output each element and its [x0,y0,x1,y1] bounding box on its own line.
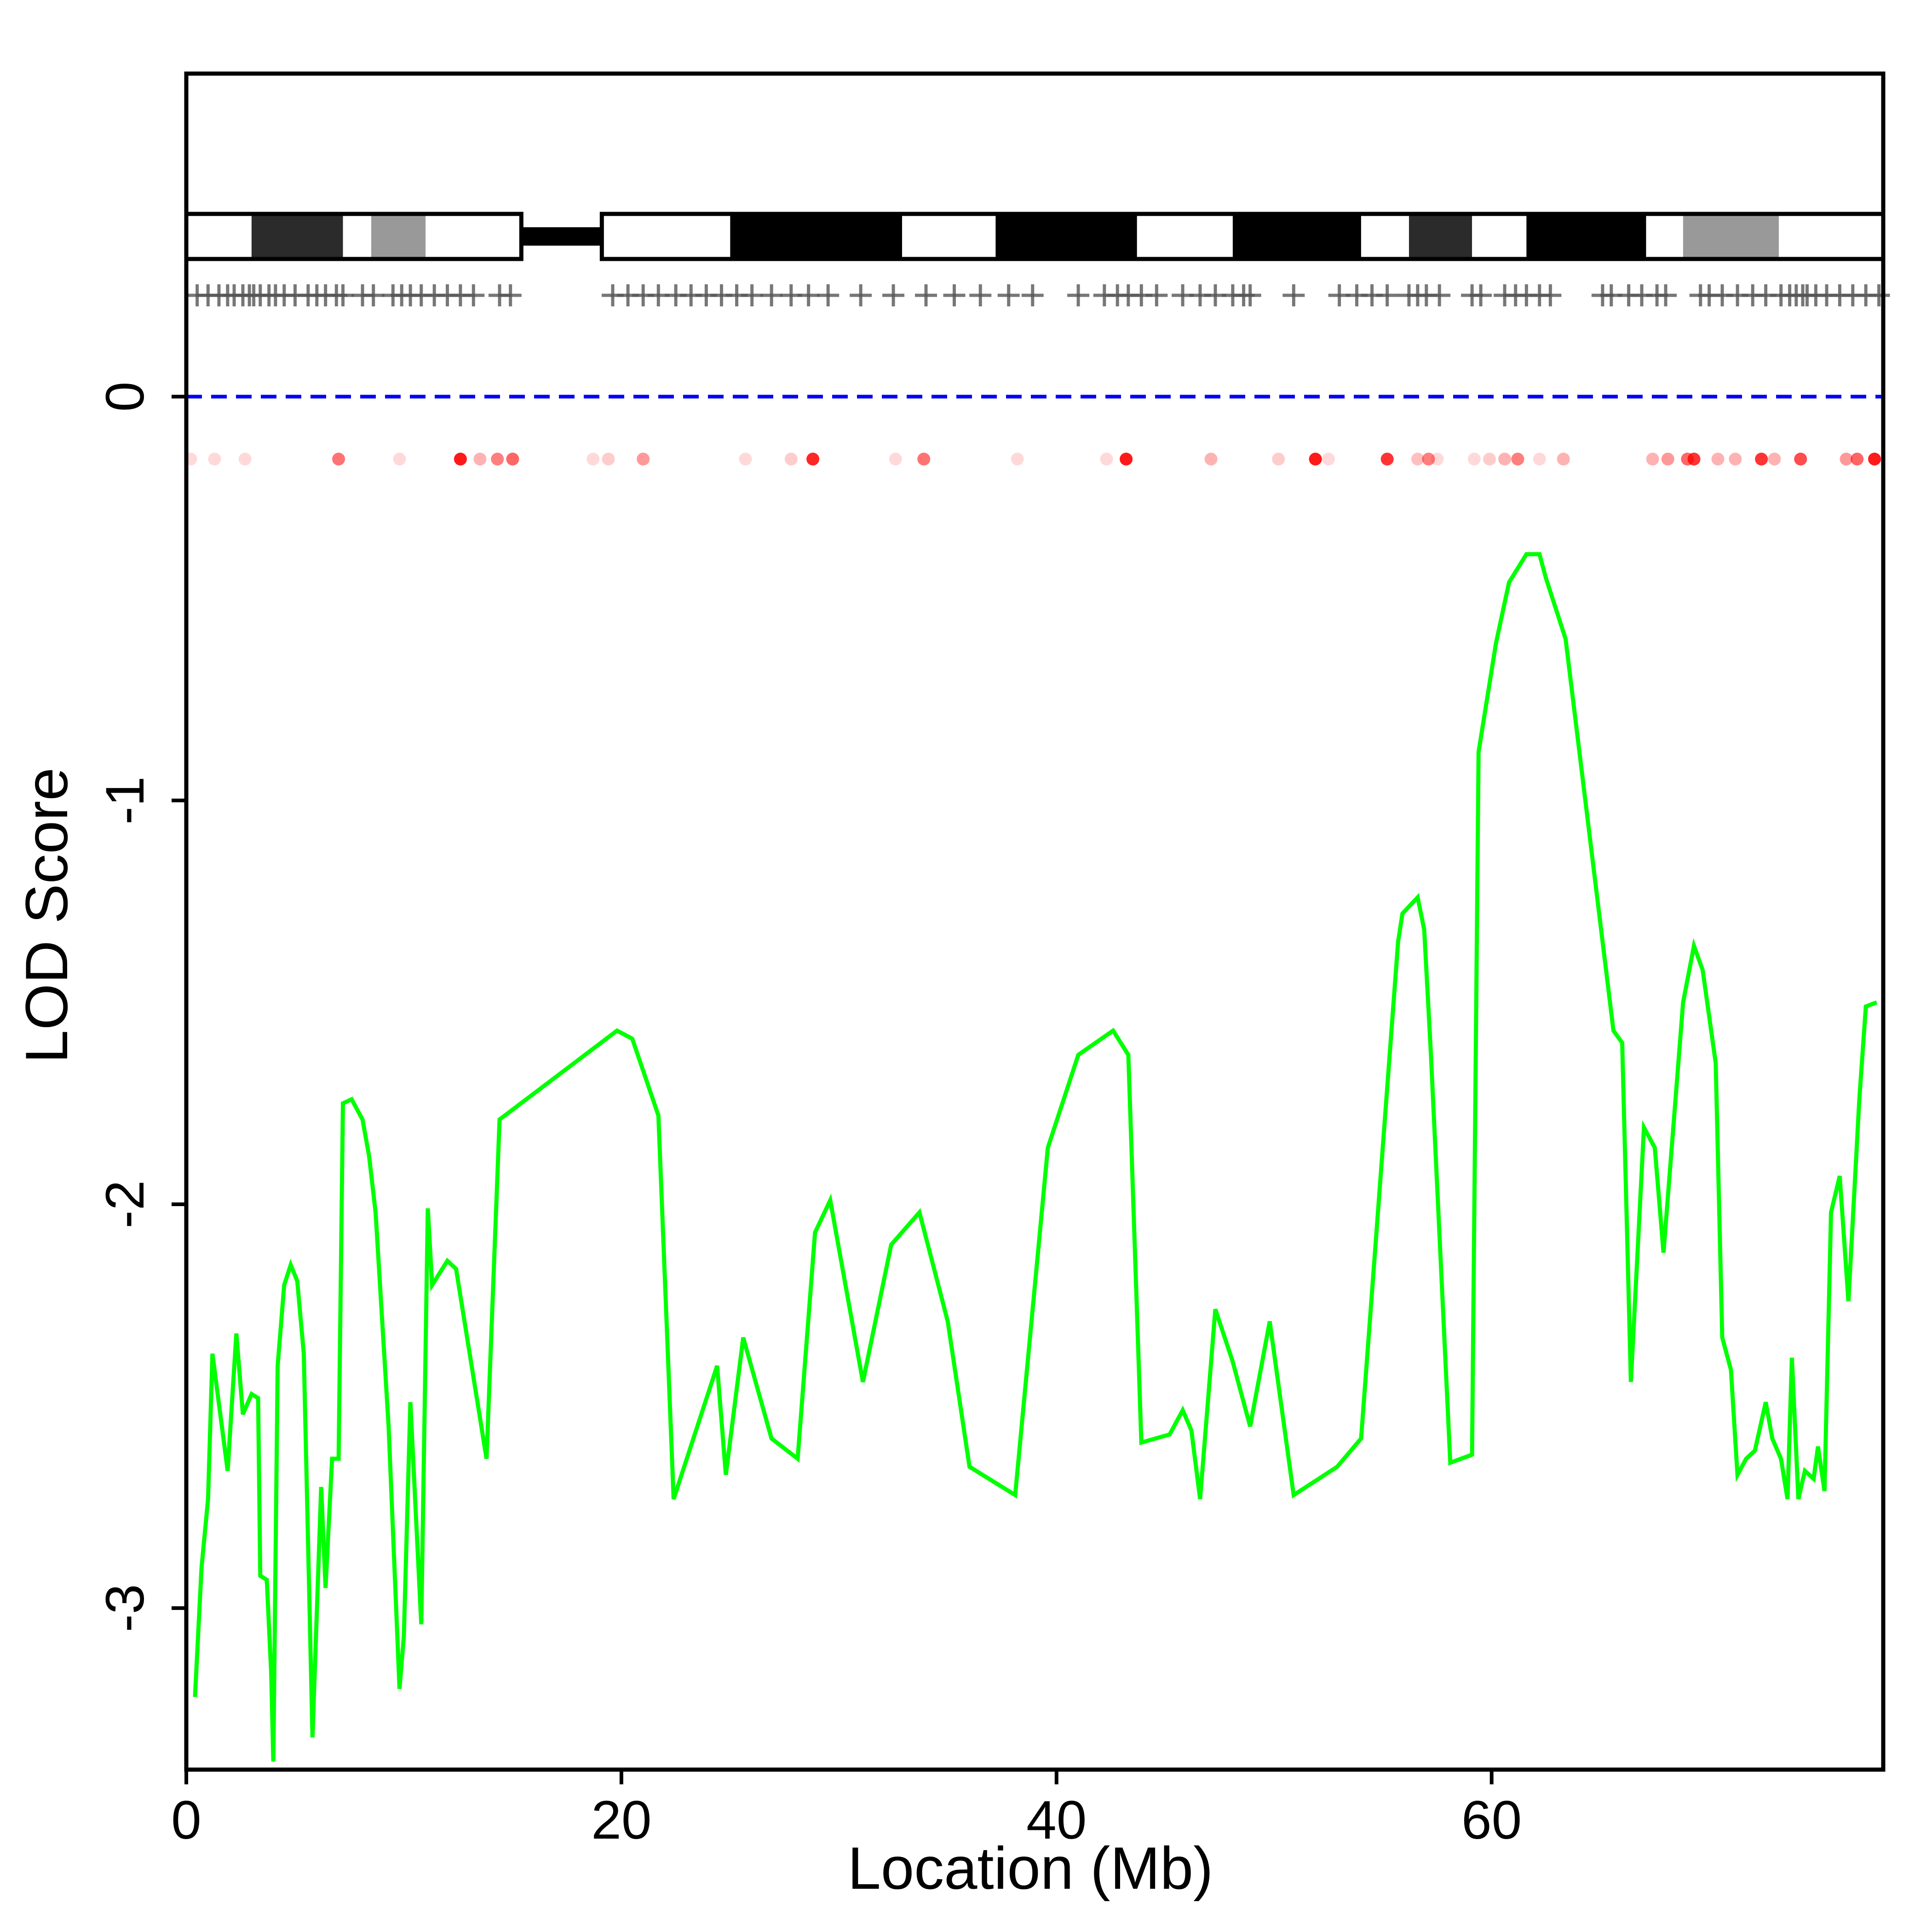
x-tick-label: 40 [1026,1790,1087,1851]
centromere-gap [521,227,602,246]
marker-dot [1661,453,1674,466]
x-axis-label: Location (Mb) [848,1834,1213,1902]
ideogram-band [1526,214,1646,259]
ideogram-band [730,214,903,259]
ideogram-band [1409,214,1472,259]
marker-dot [1120,453,1133,466]
ideogram-band [1683,214,1779,259]
ideogram-band [343,214,372,259]
y-tick-label: -1 [95,776,155,825]
ideogram-band [602,214,730,259]
marker-dot [1755,453,1768,466]
marker-dot [602,453,615,466]
marker-dot [491,453,504,466]
x-tick-label: 60 [1461,1790,1522,1851]
marker-dot [1309,453,1322,466]
y-axis: 0 -1 -2 -3 [95,381,186,1632]
ideogram-band [426,214,522,259]
chromosome-ideogram [184,212,1886,261]
marker-dot [1646,453,1659,466]
ideogram-band [1472,214,1527,259]
marker-dot [637,453,650,466]
x-axis: 0 20 40 60 [171,1770,1522,1851]
marker-dot [1272,453,1285,466]
y-tick-label: -3 [95,1584,155,1632]
marker-dot [586,453,600,466]
marker-dot [1431,453,1444,466]
ideogram-band [902,214,996,259]
marker-dot [1511,453,1524,466]
marker-dot [1768,453,1781,466]
plot-frame [184,71,1886,1772]
marker-dot [1794,453,1807,466]
marker-dot [917,453,931,466]
marker-dot [1498,453,1512,466]
marker-dot [506,453,519,466]
ideogram-band [1778,214,1883,259]
marker-dot [784,453,798,466]
marker-dot [739,453,752,466]
marker-dot [238,453,252,466]
ideogram-band [1646,214,1683,259]
marker-dot [332,453,345,466]
marker-dot [1011,453,1024,466]
ideogram-band [1232,214,1361,259]
marker-dot [1687,453,1701,466]
marker-dot [1483,453,1496,466]
ideogram-band [371,214,426,259]
marker-dot [1100,453,1113,466]
y-tick-label: -2 [95,1180,155,1229]
marker-dot [208,453,221,466]
marker-dots [184,453,1881,466]
marker-dot [473,453,487,466]
marker-dot [1467,453,1481,466]
marker-dot [1533,453,1546,466]
marker-ticks [186,284,1890,306]
marker-dot [1322,453,1335,466]
ideogram-band [1137,214,1233,259]
lod-score-line [193,552,1878,1762]
marker-dot [1411,453,1424,466]
x-tick-label: 0 [171,1790,201,1851]
ideogram-band [995,214,1137,259]
ideogram-band [251,214,343,259]
ideogram-band [1361,214,1409,259]
marker-dot [1204,453,1218,466]
x-tick-label: 20 [591,1790,651,1851]
marker-dot [1422,453,1435,466]
ideogram-band [186,214,252,259]
y-axis-label: LOD Score [13,767,80,1063]
marker-dot [1711,453,1725,466]
marker-dot [1868,453,1881,466]
marker-dot [1380,453,1394,466]
y-tick-label: 0 [95,381,155,412]
marker-dot [1851,453,1864,466]
marker-dot [454,453,467,466]
marker-dot [1557,453,1570,466]
marker-dot [1729,453,1742,466]
marker-dot [806,453,820,466]
marker-dot [393,453,406,466]
marker-dot [889,453,902,466]
marker-dot [1840,453,1853,466]
